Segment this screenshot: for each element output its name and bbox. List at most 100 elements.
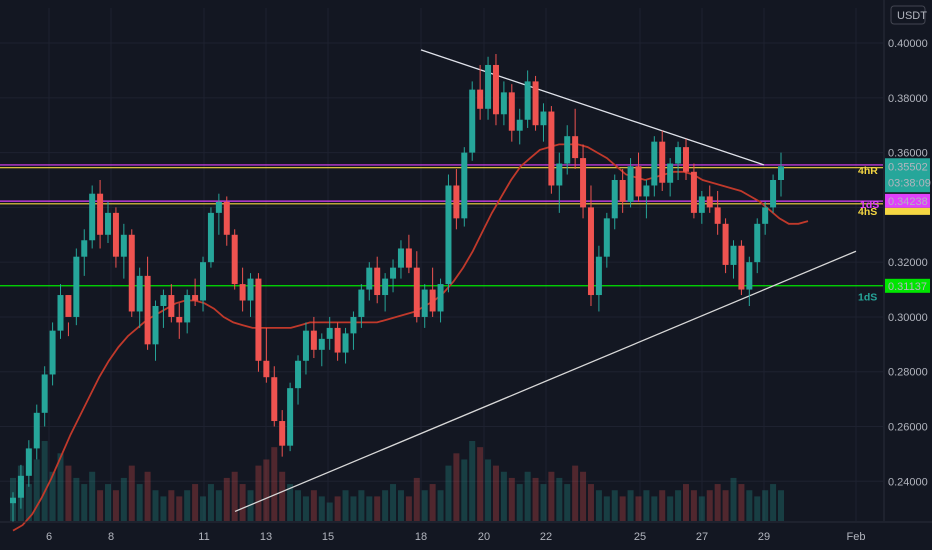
candle-body[interactable] <box>128 234 135 312</box>
candle-body[interactable] <box>675 147 682 164</box>
candle-body[interactable] <box>168 295 175 317</box>
candle-body[interactable] <box>698 196 705 213</box>
candle-body[interactable] <box>627 166 634 202</box>
candle-body[interactable] <box>405 248 412 268</box>
candle-body[interactable] <box>485 64 492 109</box>
candle-body[interactable] <box>184 295 191 323</box>
candle-body[interactable] <box>302 330 309 361</box>
candle-body[interactable] <box>778 166 784 181</box>
candle-body[interactable] <box>595 256 602 296</box>
candle-body[interactable] <box>746 262 753 290</box>
candle-body[interactable] <box>421 289 428 317</box>
candle-body[interactable] <box>500 92 507 115</box>
candle-body[interactable] <box>651 141 658 186</box>
candle-body[interactable] <box>492 64 499 115</box>
candle-body[interactable] <box>453 185 460 219</box>
candle-body[interactable] <box>49 330 56 375</box>
candle-body[interactable] <box>532 81 539 126</box>
candle-body[interactable] <box>754 223 761 263</box>
candle-body[interactable] <box>564 136 571 164</box>
candle-body[interactable] <box>215 201 222 213</box>
candle-body[interactable] <box>706 196 713 208</box>
candle-body[interactable] <box>722 223 729 265</box>
candle-body[interactable] <box>714 207 721 224</box>
candle-body[interactable] <box>144 275 151 345</box>
candle-body[interactable] <box>477 89 484 109</box>
candle-body[interactable] <box>25 448 32 476</box>
candle-body[interactable] <box>611 180 618 219</box>
candle-body[interactable] <box>667 163 674 183</box>
currency-badge[interactable] <box>890 5 926 25</box>
candle-body[interactable] <box>556 163 563 186</box>
candle-body[interactable] <box>81 240 88 257</box>
candle-body[interactable] <box>239 284 246 301</box>
candle-body[interactable] <box>10 497 16 504</box>
candle-body[interactable] <box>516 119 523 131</box>
candle-body[interactable] <box>374 267 381 296</box>
candle-body[interactable] <box>738 245 745 290</box>
candle-body[interactable] <box>690 171 697 213</box>
candle-body[interactable] <box>255 278 262 361</box>
candle-body[interactable] <box>366 267 373 290</box>
candle-body[interactable] <box>682 147 689 172</box>
candle-body[interactable] <box>770 180 777 208</box>
candle-body[interactable] <box>548 111 555 186</box>
candle-body[interactable] <box>524 81 531 120</box>
candle-body[interactable] <box>287 388 294 446</box>
trendline-lower[interactable] <box>234 250 857 513</box>
candle-body[interactable] <box>247 278 254 301</box>
candle-body[interactable] <box>508 92 515 131</box>
candle-body[interactable] <box>390 267 397 279</box>
candle-body[interactable] <box>572 136 579 159</box>
candle-body[interactable] <box>231 234 238 285</box>
candle-body[interactable] <box>318 338 325 350</box>
candle-body[interactable] <box>200 262 207 301</box>
candle-body[interactable] <box>659 141 666 183</box>
candle-body[interactable] <box>350 316 357 334</box>
candle-body[interactable] <box>41 374 48 413</box>
current-price-tag[interactable] <box>885 158 930 193</box>
candle-body[interactable] <box>397 248 404 268</box>
candle-body[interactable] <box>207 212 214 263</box>
candle-body[interactable] <box>223 201 230 235</box>
candle-body[interactable] <box>89 193 96 241</box>
candle-body[interactable] <box>105 212 112 235</box>
candle-body[interactable] <box>643 185 650 197</box>
level-price-tag-green[interactable] <box>885 278 930 293</box>
candle-body[interactable] <box>358 289 365 317</box>
candle-body[interactable] <box>17 475 24 498</box>
candle-body[interactable] <box>112 212 119 257</box>
candle-body[interactable] <box>160 295 167 306</box>
candle-body[interactable] <box>97 193 104 235</box>
candle-body[interactable] <box>587 207 594 296</box>
candle-body[interactable] <box>429 289 436 312</box>
candle-body[interactable] <box>271 377 278 422</box>
candle-body[interactable] <box>445 185 452 285</box>
candle-body[interactable] <box>136 275 143 312</box>
candle-body[interactable] <box>730 245 737 265</box>
candle-body[interactable] <box>326 327 333 339</box>
candle-body[interactable] <box>762 207 769 224</box>
candle-body[interactable] <box>120 234 127 257</box>
trendline-upper[interactable] <box>420 49 765 166</box>
level-price-tag-magenta[interactable] <box>885 193 930 208</box>
candle-body[interactable] <box>192 295 199 301</box>
candle-body[interactable] <box>619 180 626 202</box>
candle-body[interactable] <box>65 295 72 317</box>
candle-body[interactable] <box>382 278 389 296</box>
candle-body[interactable] <box>57 295 64 331</box>
candle-body[interactable] <box>73 256 80 317</box>
candle-body[interactable] <box>263 360 270 378</box>
candle-body[interactable] <box>437 284 444 312</box>
candle-body[interactable] <box>310 330 317 350</box>
candle-body[interactable] <box>635 166 642 197</box>
candle-body[interactable] <box>461 152 468 219</box>
candle-body[interactable] <box>176 316 183 323</box>
candle-body[interactable] <box>413 267 420 317</box>
candle-body[interactable] <box>334 327 341 353</box>
candle-body[interactable] <box>152 305 159 345</box>
candle-body[interactable] <box>603 218 610 257</box>
candle-body[interactable] <box>295 360 302 389</box>
